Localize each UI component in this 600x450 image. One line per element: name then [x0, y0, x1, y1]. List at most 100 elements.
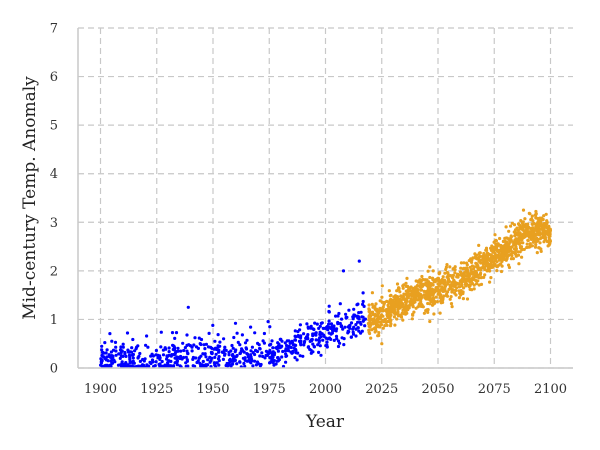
data-point	[220, 350, 224, 354]
data-point	[524, 226, 529, 230]
data-point	[198, 342, 202, 346]
data-point	[203, 347, 207, 351]
data-point	[293, 338, 298, 342]
data-point	[500, 264, 504, 268]
data-point	[425, 308, 429, 312]
data-point	[293, 334, 297, 338]
data-point	[450, 305, 454, 309]
data-point	[114, 349, 118, 353]
data-point	[407, 304, 411, 308]
data-point	[199, 364, 203, 368]
data-point	[305, 335, 309, 339]
data-point	[517, 242, 522, 246]
data-point	[495, 248, 499, 253]
data-point	[306, 325, 310, 329]
data-point	[242, 350, 246, 354]
data-point	[297, 339, 302, 343]
data-point	[451, 275, 455, 279]
data-point	[514, 247, 519, 251]
data-point	[317, 350, 321, 354]
data-point	[472, 287, 476, 291]
data-point	[504, 225, 508, 229]
data-point	[545, 219, 549, 223]
data-point	[477, 243, 481, 247]
data-point	[229, 349, 233, 353]
data-point	[435, 300, 439, 304]
data-point	[389, 313, 393, 317]
data-point	[154, 348, 158, 353]
data-point	[419, 284, 423, 289]
data-point	[482, 257, 487, 261]
data-point	[194, 345, 199, 349]
data-point	[182, 348, 186, 353]
data-point	[381, 309, 385, 313]
data-point	[185, 359, 189, 363]
data-point	[211, 323, 215, 327]
data-point	[446, 276, 450, 281]
data-point	[410, 317, 414, 321]
data-point	[271, 346, 275, 350]
data-point	[249, 349, 253, 353]
data-point	[105, 348, 109, 352]
data-point	[436, 277, 441, 281]
data-point	[424, 294, 428, 299]
data-point	[148, 360, 152, 364]
data-point	[218, 340, 222, 344]
data-point	[207, 331, 211, 335]
data-point	[381, 319, 385, 323]
data-point	[471, 272, 475, 276]
data-point	[228, 357, 232, 361]
data-point	[381, 326, 385, 330]
data-point	[450, 280, 455, 284]
data-point	[150, 352, 154, 356]
data-point	[528, 212, 532, 216]
data-point	[123, 362, 127, 366]
data-point	[124, 354, 128, 358]
data-point	[110, 361, 115, 365]
data-point	[483, 273, 487, 277]
data-point	[429, 291, 433, 295]
data-point	[499, 253, 503, 257]
data-point	[413, 289, 417, 293]
data-point	[439, 288, 443, 292]
data-point	[160, 359, 164, 364]
data-point	[217, 348, 221, 352]
data-point	[538, 223, 542, 227]
data-point	[275, 347, 279, 351]
data-point	[123, 352, 127, 356]
data-point	[335, 337, 339, 341]
data-point	[445, 270, 449, 275]
data-point	[242, 361, 246, 366]
data-point	[426, 280, 430, 285]
data-point	[484, 253, 488, 257]
data-point	[410, 294, 414, 298]
data-point	[474, 261, 478, 265]
data-point	[454, 288, 458, 293]
x-tick-label: 1925	[140, 382, 173, 397]
data-point	[249, 325, 253, 329]
data-point	[440, 295, 444, 299]
data-point	[163, 346, 167, 350]
data-point	[264, 349, 268, 353]
data-point	[126, 348, 130, 352]
data-point	[429, 299, 434, 303]
data-point	[332, 338, 336, 342]
data-point	[457, 296, 461, 300]
data-point	[489, 248, 493, 252]
data-point	[179, 354, 183, 359]
y-tick-label: 5	[50, 119, 58, 134]
data-point	[507, 249, 511, 253]
data-point	[422, 311, 426, 315]
data-point	[174, 331, 179, 335]
data-point	[534, 243, 538, 247]
data-point	[409, 285, 413, 289]
data-point	[438, 311, 442, 315]
data-point	[493, 239, 497, 243]
data-point	[511, 257, 515, 261]
data-point	[153, 364, 157, 368]
data-point	[536, 237, 540, 241]
data-point	[291, 350, 295, 354]
data-point	[401, 297, 406, 301]
data-point	[299, 336, 303, 340]
data-point	[530, 222, 535, 226]
